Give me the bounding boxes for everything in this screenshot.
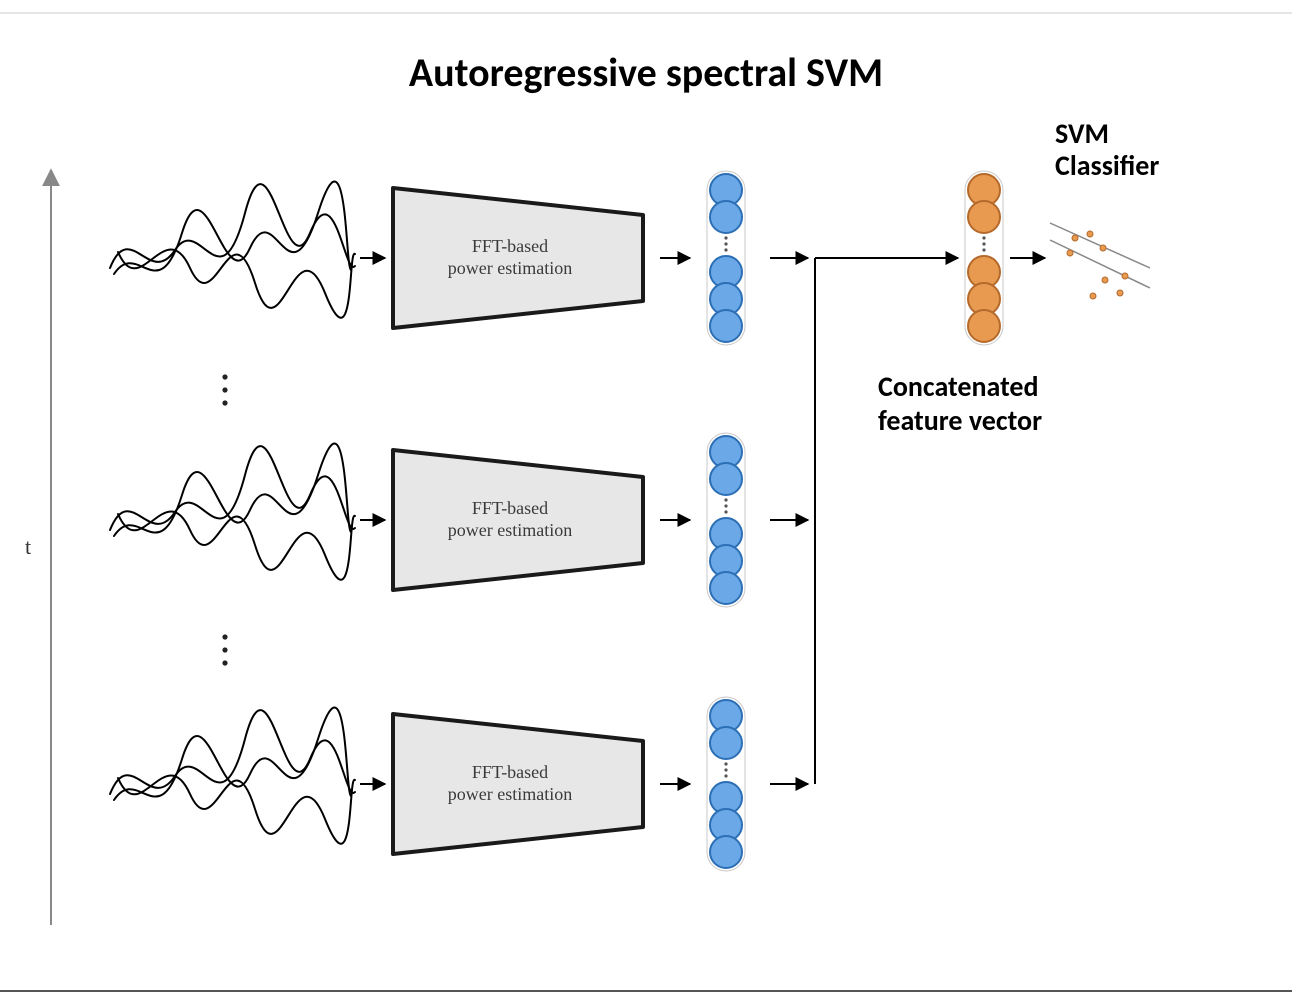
- svg-text:power estimation: power estimation: [448, 520, 572, 540]
- svg-text:power estimation: power estimation: [448, 784, 572, 804]
- svg-text:FFT-based: FFT-based: [472, 236, 548, 256]
- svg-text:FFT-based: FFT-based: [472, 762, 548, 782]
- diagram-svg: FFT-basedpower estimationFFT-basedpower …: [0, 0, 1292, 996]
- diagram-canvas: { "title": {"text":"Autoregressive spect…: [0, 0, 1292, 996]
- svg-text:power estimation: power estimation: [448, 258, 572, 278]
- svg-text:FFT-based: FFT-based: [472, 498, 548, 518]
